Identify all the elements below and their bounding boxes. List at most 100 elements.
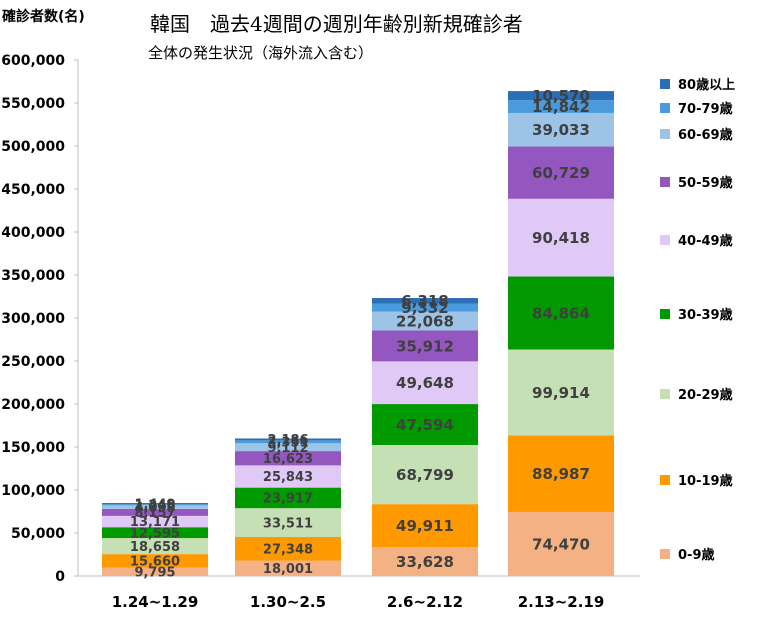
bar-segment [235,440,341,444]
data-label: 27,348 [263,542,313,557]
data-label: 47,594 [396,416,454,434]
x-tick-label: 2.13~2.19 [518,593,605,611]
data-label: 3,351 [267,435,308,450]
bar-segment [102,538,208,555]
bar-segment [372,298,478,304]
bar-segment [235,487,341,509]
data-label: 88,987 [532,465,590,483]
bar-segment [372,547,478,576]
data-label: 16,623 [263,452,313,467]
y-tick-label: 500,000 [1,139,65,155]
bar-segment [508,91,614,101]
bar-segment [372,311,478,331]
data-label: 22,068 [396,312,454,330]
legend-swatch [660,474,670,485]
data-label: 25,843 [263,470,313,485]
data-label: 13,171 [130,515,180,530]
legend-swatch [660,308,670,319]
data-label: 9,795 [134,565,175,580]
y-tick-label: 200,000 [1,397,65,413]
x-tick-label: 2.6~2.12 [387,593,463,611]
bar-segment [102,567,208,576]
bar-segment [102,505,208,509]
bar-segment [508,435,614,512]
bar-segment [372,330,478,362]
legend-swatch [660,548,670,559]
legend-swatch [660,78,670,89]
bar-segment [235,508,341,537]
legend-swatch [660,388,670,399]
y-tick-label: 250,000 [1,354,65,370]
legend-label: 30-39歳 [678,308,733,323]
legend-item: 0-9歳 [660,544,715,563]
data-label: 99,914 [532,384,590,402]
bar-segment [235,560,341,576]
data-label: 90,418 [532,229,590,247]
data-label: 18,658 [130,540,180,555]
y-axis-title: 確診者数(名) [2,9,85,25]
data-label: 33,628 [396,553,454,571]
legend-item: 80歳以上 [660,74,735,93]
data-label: 49,648 [396,374,454,392]
data-label: 84,864 [532,304,590,322]
bar-segment [235,438,341,441]
bar-segment [372,444,478,505]
bar-segment [102,503,208,505]
data-label: 14,842 [532,98,590,116]
bar-segment [372,404,478,445]
legend-item: 40-49歳 [660,230,733,249]
legend-label: 70-79歳 [678,102,733,117]
bar-segment [508,511,614,576]
bar-segment [235,451,341,466]
legend-label: 0-9歳 [678,548,715,563]
legend-item: 30-39歳 [660,304,733,323]
bar-segment [235,443,341,452]
legend-label: 50-59歳 [678,176,733,191]
data-label: 2,186 [267,433,308,448]
legend-label: 80歳以上 [678,78,736,93]
y-tick-label: 550,000 [1,96,65,112]
legend: 80歳以上 70-79歳 60-69歳 50-59歳 40-49歳 30-39歳 20-29… [660,0,775,623]
bar-segment [235,536,341,561]
data-label: 8,157 [134,506,175,521]
legend-item: 70-79歳 [660,98,733,117]
bar-segment [372,361,478,405]
bar-segment [508,112,614,147]
x-tick-label: 1.30~2.5 [250,593,326,611]
data-label: 39,033 [532,121,590,139]
legend-swatch [660,176,670,187]
data-label: 23,917 [263,492,313,507]
data-label: 68,799 [396,466,454,484]
data-label: 9,332 [401,299,448,317]
bar-segment [372,303,478,312]
data-label: 1,449 [134,497,175,512]
data-label: 74,470 [532,535,590,553]
legend-swatch [660,234,670,245]
bar-segment [508,146,614,199]
data-label: 1,246 [134,499,175,514]
y-tick-label: 150,000 [1,440,65,456]
data-label: 9,112 [267,441,308,456]
chart-title: 韓国 過去4週間の週別年齢別新規確診者 [150,12,523,36]
legend-item: 60-69歳 [660,124,733,143]
legend-label: 40-49歳 [678,234,733,249]
data-label: 10,570 [532,87,590,105]
legend-swatch [660,128,670,139]
bar-segment [508,276,614,350]
data-label: 15,660 [130,555,180,570]
x-tick-label: 1.24~1.29 [112,593,199,611]
y-tick-label: 350,000 [1,268,65,284]
bar-segment [102,508,208,516]
legend-swatch [660,102,670,113]
legend-label: 20-29歳 [678,388,733,403]
bar-segment [508,100,614,113]
bar-segment [102,527,208,539]
legend-label: 60-69歳 [678,128,733,143]
data-label: 33,511 [263,516,313,531]
legend-item: 50-59歳 [660,172,733,191]
y-tick-label: 300,000 [1,311,65,327]
bar-segment [102,554,208,568]
bar-segment [235,465,341,488]
y-tick-label: 0 [55,569,65,585]
